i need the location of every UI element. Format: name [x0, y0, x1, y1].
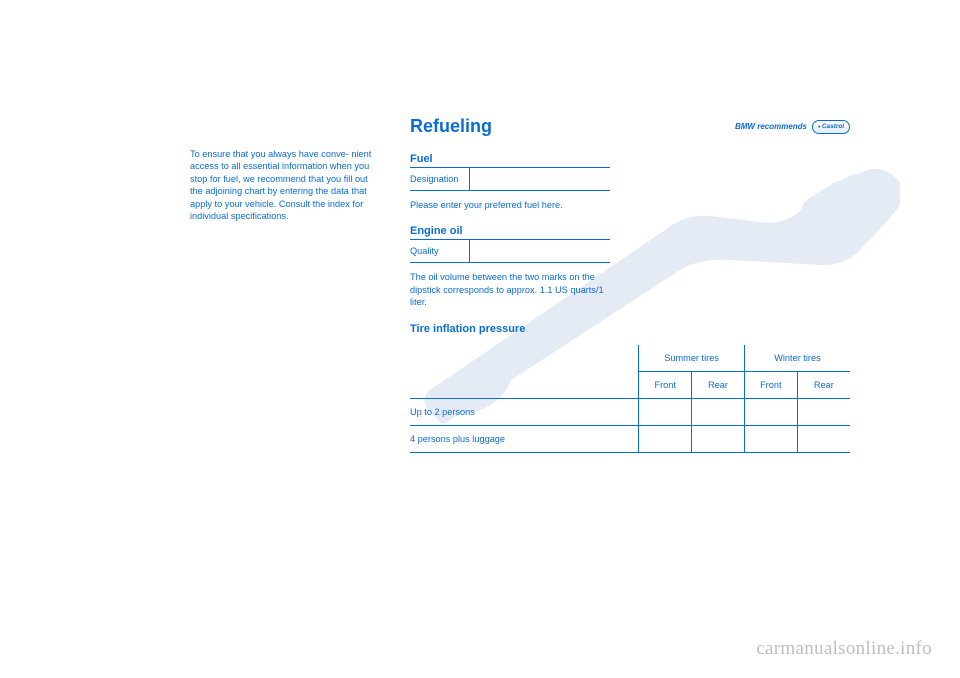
winter-tires-header: Winter tires — [744, 345, 850, 372]
cell — [797, 425, 850, 452]
fuel-heading: Fuel — [410, 153, 610, 168]
watermark-text: carmanualsonline.info — [756, 638, 932, 660]
document-page: To ensure that you always have conve- ni… — [0, 0, 960, 453]
intro-column: To ensure that you always have conve- ni… — [190, 116, 382, 453]
page-title: Refueling — [410, 116, 492, 137]
fuel-designation-label: Designation — [410, 168, 470, 190]
table-row: Up to 2 persons — [410, 398, 850, 425]
cell — [692, 398, 745, 425]
tire-pressure-table: Summer tires Winter tires Front Rear Fro… — [410, 345, 850, 453]
oil-quality-label: Quality — [410, 240, 470, 262]
recommends-badge: BMW recommends Castrol — [735, 120, 850, 134]
title-row: Refueling BMW recommends Castrol — [410, 116, 850, 137]
intro-text: To ensure that you always have conve- ni… — [190, 148, 382, 223]
table-row: 4 persons plus luggage — [410, 425, 850, 452]
recommends-text: BMW recommends — [735, 122, 807, 131]
oil-quality-row: Quality — [410, 240, 610, 263]
col-rear-winter: Rear — [797, 371, 850, 398]
cell — [639, 425, 692, 452]
cell — [744, 425, 797, 452]
cell — [744, 398, 797, 425]
tires-heading: Tire inflation pressure — [410, 323, 850, 337]
row-2-persons-label: Up to 2 persons — [410, 398, 639, 425]
oil-note: The oil volume between the two marks on … — [410, 271, 610, 308]
fuel-designation-row: Designation — [410, 168, 610, 191]
fuel-note: Please enter your preferred fuel here. — [410, 199, 610, 211]
cell — [692, 425, 745, 452]
col-rear-summer: Rear — [692, 371, 745, 398]
castrol-logo: Castrol — [812, 120, 850, 134]
cell — [639, 398, 692, 425]
summer-tires-header: Summer tires — [639, 345, 745, 372]
cell — [797, 398, 850, 425]
table-row: Summer tires Winter tires — [410, 345, 850, 372]
row-4-persons-label: 4 persons plus luggage — [410, 425, 639, 452]
oil-heading: Engine oil — [410, 225, 610, 240]
col-front-winter: Front — [744, 371, 797, 398]
content-column: Refueling BMW recommends Castrol Fuel De… — [410, 116, 850, 453]
col-front-summer: Front — [639, 371, 692, 398]
